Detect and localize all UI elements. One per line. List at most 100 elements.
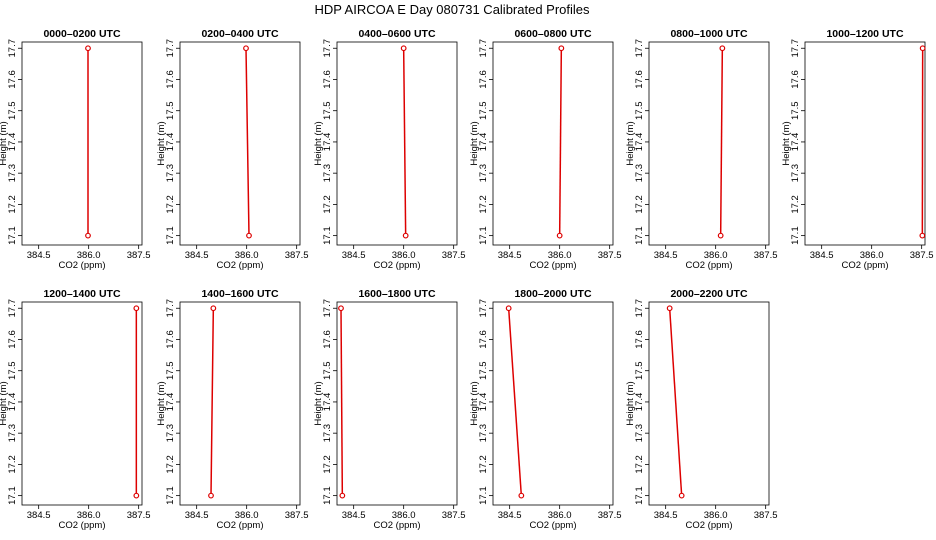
y-tick-label: 17.1 bbox=[634, 226, 645, 245]
y-tick-label: 17.6 bbox=[634, 330, 645, 349]
y-tick-label: 17.6 bbox=[322, 70, 333, 89]
profile-point bbox=[400, 45, 407, 52]
x-tick-label: 384.5 bbox=[342, 510, 366, 521]
y-tick-label: 17.5 bbox=[634, 361, 645, 380]
profile-panel: 1200–1400 UTC 384.5 386.0 387.5 17.1 17.2 17.3… bbox=[0, 288, 151, 531]
profile-line bbox=[668, 308, 683, 496]
profile-point bbox=[208, 492, 214, 499]
y-tick-label: 17.1 bbox=[478, 486, 489, 505]
plot-frame bbox=[492, 41, 614, 246]
y-axis-label: Height (m) bbox=[469, 121, 480, 165]
x-axis-label: CO2 (ppm) bbox=[530, 520, 577, 531]
profile-point bbox=[243, 45, 249, 52]
y-tick-label: 17.3 bbox=[7, 424, 18, 443]
y-tick-label: 17.5 bbox=[634, 101, 645, 120]
profile-panel: 0800–1000 UTC 384.5 386.0 387.5 17.1 17.2 17.3… bbox=[625, 28, 778, 271]
y-axis-label: Height (m) bbox=[625, 381, 636, 425]
y-tick-label: 17.4 bbox=[634, 133, 645, 152]
x-tick-label: 386.0 bbox=[704, 250, 728, 261]
y-tick-label: 17.6 bbox=[165, 330, 176, 349]
y-tick-label: 17.2 bbox=[165, 195, 176, 214]
y-tick-label: 17.3 bbox=[790, 164, 801, 183]
profile-panel: 0000–0200 UTC 384.5 386.0 387.5 17.1 17.2 17.3… bbox=[0, 28, 151, 271]
y-axis-label: Height (m) bbox=[313, 381, 324, 425]
y-tick-label: 17.7 bbox=[790, 39, 801, 58]
y-axis-label: Height (m) bbox=[313, 121, 324, 165]
profile-panel: 0400–0600 UTC 384.5 386.0 387.5 17.1 17.2 17.3… bbox=[313, 28, 466, 271]
y-tick-label: 17.5 bbox=[322, 101, 333, 120]
profile-panel: 1400–1600 UTC 384.5 386.0 387.5 17.1 17.2 17.3… bbox=[156, 288, 309, 531]
y-axis-label: Height (m) bbox=[625, 121, 636, 165]
profile-point bbox=[246, 232, 252, 239]
y-tick-label: 17.6 bbox=[165, 70, 176, 89]
profile-point bbox=[919, 232, 926, 239]
y-tick-label: 17.7 bbox=[322, 39, 333, 58]
panel-title: 0400–0600 UTC bbox=[358, 28, 435, 40]
y-tick-label: 17.4 bbox=[165, 393, 176, 412]
y-axis-label: Height (m) bbox=[156, 121, 167, 165]
y-tick-label: 17.6 bbox=[322, 330, 333, 349]
x-tick-label: 386.0 bbox=[548, 250, 572, 261]
y-tick-label: 17.7 bbox=[322, 299, 333, 318]
y-tick-label: 17.3 bbox=[478, 164, 489, 183]
y-tick-label: 17.6 bbox=[7, 330, 18, 349]
y-axis-label: Height (m) bbox=[781, 121, 792, 165]
x-tick-label: 387.5 bbox=[754, 510, 778, 521]
plot-frame bbox=[21, 301, 143, 506]
y-tick-label: 17.2 bbox=[478, 195, 489, 214]
profile-line bbox=[507, 308, 523, 496]
profile-point bbox=[85, 45, 91, 52]
figure-title: HDP AIRCOA E Day 080731 Calibrated Profi… bbox=[314, 2, 590, 17]
y-tick-label: 17.4 bbox=[478, 393, 489, 412]
profile-point bbox=[719, 45, 726, 52]
x-tick-label: 387.5 bbox=[598, 510, 622, 521]
y-tick-label: 17.2 bbox=[7, 455, 18, 474]
profile-panel: 0200–0400 UTC 384.5 386.0 387.5 17.1 17.2 17.3… bbox=[156, 28, 309, 271]
y-tick-label: 17.2 bbox=[634, 195, 645, 214]
x-tick-label: 387.5 bbox=[285, 250, 309, 261]
profile-point bbox=[338, 305, 344, 312]
x-tick-label: 387.5 bbox=[285, 510, 309, 521]
y-tick-label: 17.5 bbox=[322, 361, 333, 380]
panel-title: 1200–1400 UTC bbox=[43, 288, 120, 300]
x-tick-label: 384.5 bbox=[498, 510, 522, 521]
profile-point bbox=[666, 305, 673, 312]
panel-title: 1800–2000 UTC bbox=[514, 288, 591, 300]
x-axis-label: CO2 (ppm) bbox=[374, 520, 421, 531]
y-tick-label: 17.5 bbox=[478, 361, 489, 380]
y-tick-label: 17.3 bbox=[322, 164, 333, 183]
y-tick-label: 17.2 bbox=[322, 455, 333, 474]
y-tick-label: 17.4 bbox=[322, 393, 333, 412]
x-tick-label: 384.5 bbox=[498, 250, 522, 261]
y-axis-label: Height (m) bbox=[156, 381, 167, 425]
profile-point bbox=[556, 232, 563, 239]
x-axis-label: CO2 (ppm) bbox=[686, 520, 733, 531]
x-axis-label: CO2 (ppm) bbox=[842, 260, 889, 271]
profile-point bbox=[678, 492, 685, 499]
y-tick-label: 17.3 bbox=[165, 424, 176, 443]
y-tick-label: 17.5 bbox=[478, 101, 489, 120]
x-axis-label: CO2 (ppm) bbox=[530, 260, 577, 271]
y-tick-label: 17.4 bbox=[7, 133, 18, 152]
y-axis-label: Height (m) bbox=[469, 381, 480, 425]
y-tick-label: 17.1 bbox=[478, 226, 489, 245]
y-tick-label: 17.4 bbox=[634, 393, 645, 412]
x-tick-label: 387.5 bbox=[127, 510, 151, 521]
profile-panel: 2000–2200 UTC 384.5 386.0 387.5 17.1 17.2 17.3… bbox=[625, 288, 778, 531]
y-tick-label: 17.6 bbox=[478, 70, 489, 89]
y-tick-label: 17.7 bbox=[7, 299, 18, 318]
profile-line bbox=[402, 48, 407, 236]
x-axis-label: CO2 (ppm) bbox=[374, 260, 421, 271]
profile-point bbox=[85, 232, 91, 239]
profile-line bbox=[245, 48, 250, 236]
plot-frame bbox=[336, 301, 458, 506]
panel-grid: 0000–0200 UTC 384.5 386.0 387.5 17.1 17.2 17.3… bbox=[0, 28, 934, 531]
profile-point bbox=[505, 305, 512, 312]
y-tick-label: 17.1 bbox=[790, 226, 801, 245]
x-tick-label: 386.0 bbox=[77, 510, 101, 521]
y-tick-label: 17.1 bbox=[7, 226, 18, 245]
y-tick-label: 17.6 bbox=[634, 70, 645, 89]
y-tick-label: 17.5 bbox=[7, 101, 18, 120]
y-tick-label: 17.6 bbox=[7, 70, 18, 89]
y-tick-label: 17.2 bbox=[478, 455, 489, 474]
